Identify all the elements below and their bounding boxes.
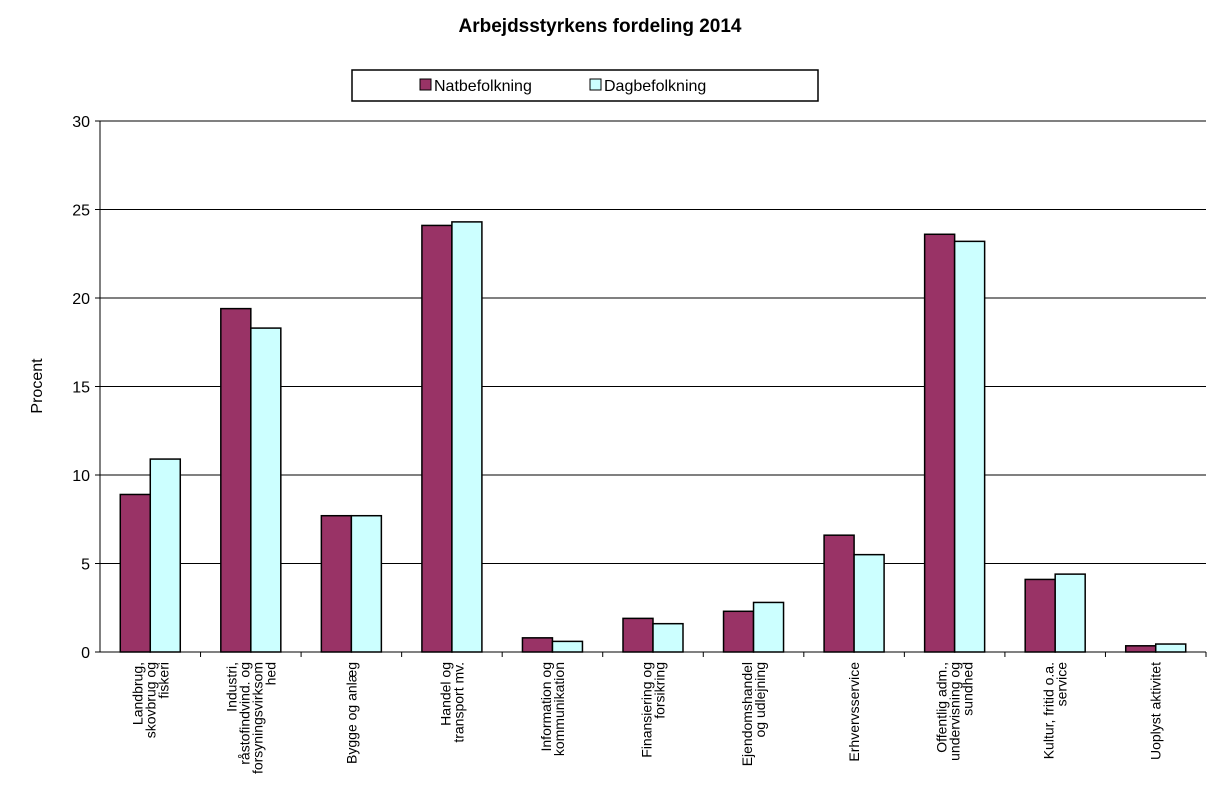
x-tick-label: service <box>1054 662 1070 707</box>
bar <box>1124 645 1157 653</box>
x-tick-label: Information og <box>538 662 554 752</box>
x-tick-label: Kultur, fritid o.a. <box>1041 662 1057 759</box>
bar <box>220 307 252 653</box>
y-tick-label: 0 <box>81 645 90 662</box>
x-tick-label: og udlejning <box>752 662 768 738</box>
legend-label: Natbefolkning <box>434 78 532 95</box>
bar <box>149 458 182 653</box>
legend-label: Dagbefolkning <box>604 78 706 95</box>
y-tick-label: 5 <box>81 557 90 574</box>
bar <box>853 553 885 653</box>
bar <box>451 221 483 653</box>
bar <box>350 514 383 653</box>
y-tick-label: 20 <box>72 291 90 308</box>
y-tick-label: 10 <box>72 468 90 485</box>
x-tick-label: Industri, <box>223 662 239 712</box>
bar <box>1024 578 1056 653</box>
legend-swatch <box>589 78 602 91</box>
x-tick-label: transport mv. <box>450 662 466 743</box>
bar <box>521 637 554 653</box>
bar <box>250 327 282 653</box>
x-tick-label: Erhvervsservice <box>846 662 862 762</box>
x-tick-label: Handel og <box>437 662 453 726</box>
x-tick-label: skovbrug og <box>142 662 158 738</box>
x-tick-label: kommunikation <box>551 662 567 756</box>
bar <box>823 534 855 653</box>
y-axis-label: Procent <box>29 358 46 414</box>
x-tick-label: Ejendomshandel <box>739 662 755 766</box>
x-tick-label: forsikring <box>652 662 668 719</box>
x-tick-label: Uoplyst aktivitet <box>1148 662 1164 760</box>
bar <box>923 233 956 653</box>
x-tick-label: undervisning og <box>947 662 963 761</box>
x-tick-label: sundhed <box>960 662 976 716</box>
x-tick-label: forsyningsvirksom <box>249 662 265 774</box>
x-tick-label: Offentlig adm., <box>934 662 950 753</box>
bar <box>1054 573 1086 653</box>
bar <box>652 622 684 653</box>
y-tick-label: 25 <box>72 203 90 220</box>
x-tick-label: Finansiering og <box>639 662 655 758</box>
bar <box>622 617 654 653</box>
bar <box>722 610 755 653</box>
legend-swatch <box>419 78 432 91</box>
x-tick-label: Bygge og anlæg <box>343 662 359 764</box>
bar <box>320 514 353 653</box>
bar <box>119 493 152 653</box>
bar <box>752 601 785 653</box>
x-tick-label: Landbrug, <box>129 662 145 725</box>
x-tick-label: hed <box>262 662 278 685</box>
y-tick-label: 30 <box>72 114 90 131</box>
bar <box>551 640 584 653</box>
bar <box>1154 643 1187 653</box>
y-tick-label: 15 <box>72 380 90 397</box>
bar <box>421 224 453 653</box>
chart-title: Arbejdsstyrkens fordeling 2014 <box>459 16 742 37</box>
x-tick-label: fiskeri <box>155 662 171 699</box>
bar <box>953 240 986 653</box>
x-tick-label: råstofindvind. og <box>236 662 252 765</box>
